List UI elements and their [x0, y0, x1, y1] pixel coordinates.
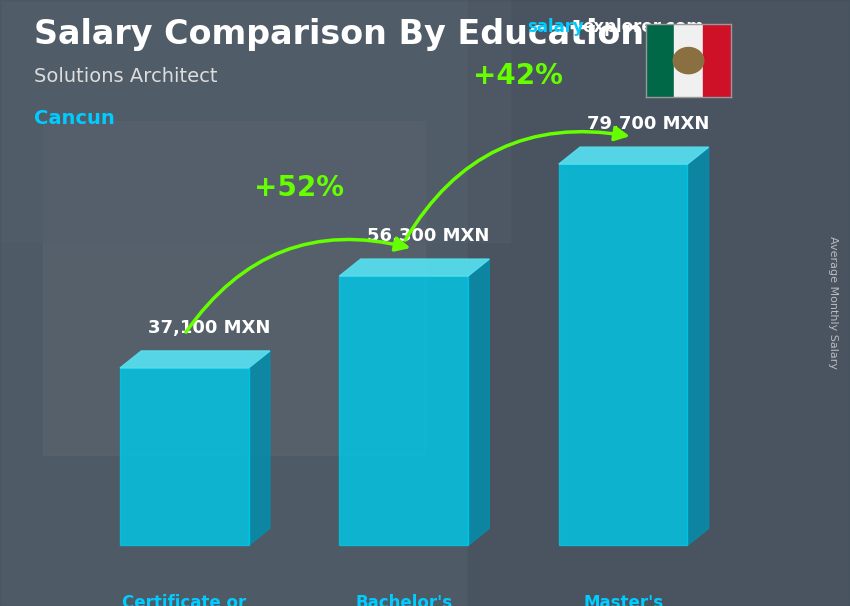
FancyBboxPatch shape — [120, 368, 249, 545]
FancyBboxPatch shape — [558, 164, 688, 545]
Polygon shape — [249, 351, 270, 545]
Text: 79,700 MXN: 79,700 MXN — [586, 115, 709, 133]
Text: Salary Comparison By Education: Salary Comparison By Education — [34, 18, 644, 51]
Text: Cancun: Cancun — [34, 109, 115, 128]
Text: Solutions Architect: Solutions Architect — [34, 67, 218, 85]
Text: 37,100 MXN: 37,100 MXN — [148, 319, 270, 337]
Text: +52%: +52% — [254, 174, 343, 202]
Text: salary: salary — [527, 18, 584, 36]
Bar — [42, 121, 425, 454]
Text: explorer.com: explorer.com — [582, 18, 704, 36]
Text: +42%: +42% — [473, 62, 563, 90]
Text: Average Monthly Salary: Average Monthly Salary — [828, 236, 838, 370]
Text: Master's
Degree: Master's Degree — [583, 594, 663, 606]
Text: Bachelor's
Degree: Bachelor's Degree — [355, 594, 452, 606]
Bar — [674, 24, 703, 97]
Polygon shape — [688, 147, 709, 545]
Text: Certificate or
Diploma: Certificate or Diploma — [122, 594, 246, 606]
Bar — [646, 24, 674, 97]
Bar — [468, 0, 850, 606]
Bar — [703, 24, 731, 97]
Polygon shape — [558, 147, 709, 164]
FancyBboxPatch shape — [339, 276, 468, 545]
Circle shape — [673, 47, 704, 74]
Text: 56,300 MXN: 56,300 MXN — [367, 227, 490, 245]
Polygon shape — [468, 259, 490, 545]
Polygon shape — [120, 351, 270, 368]
Bar — [0, 0, 510, 242]
Polygon shape — [339, 259, 490, 276]
